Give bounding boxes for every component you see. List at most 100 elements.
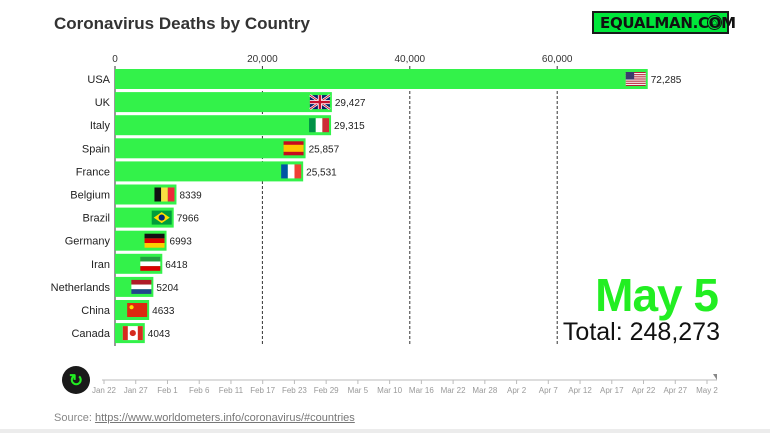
timeline-tick-label: Jan 27 [124, 386, 149, 395]
x-tick-label: 60,000 [542, 54, 573, 65]
timeline-tick-label: Apr 2 [507, 386, 527, 395]
category-label: Netherlands [51, 282, 111, 294]
flag-part [154, 187, 162, 202]
germany-flag-icon [144, 233, 165, 248]
flag-part [137, 326, 143, 341]
x-tick-label: 20,000 [247, 54, 278, 65]
equalman-logo[interactable]: EQUALMAN.COM ⌂ [592, 11, 736, 34]
category-label: UK [95, 97, 111, 109]
flag-part [144, 243, 165, 248]
flag-part [625, 72, 646, 74]
flag-part [167, 187, 175, 202]
flag-part [322, 118, 330, 133]
timeline-tick-label: Jan 22 [92, 386, 117, 395]
source-prefix: Source: [54, 412, 95, 424]
flag-part [131, 279, 152, 285]
timeline-tick-label: Feb 6 [189, 386, 210, 395]
canada-flag-icon [122, 326, 143, 341]
flag-part [625, 78, 646, 80]
flag-part [315, 118, 323, 133]
timeline-tick-label: May 2 [696, 386, 718, 395]
flag-part [129, 330, 136, 337]
flag-part [287, 164, 295, 179]
flag-part [144, 238, 165, 244]
timeline-tick-label: Apr 22 [632, 386, 656, 395]
uk-flag-icon [309, 94, 331, 111]
timeline-tick-label: Mar 22 [441, 386, 466, 395]
timeline-tick-label: Mar 10 [377, 386, 402, 395]
flag-part [131, 284, 152, 290]
bar-usa [115, 69, 648, 89]
france-flag-icon [281, 164, 302, 179]
category-label: USA [87, 74, 110, 86]
value-label: 29,315 [334, 121, 365, 132]
flag-part [309, 118, 316, 133]
china-flag-icon [127, 303, 148, 317]
flag-part [144, 233, 165, 239]
value-label: 4633 [152, 306, 175, 317]
timeline-scrubber[interactable]: Jan 22 Jan 27 Feb 1 Feb 6 Feb 11 Feb 17 Feb 23… [62, 366, 722, 396]
flag-part [625, 72, 635, 80]
total-deaths-label: Total: 248,273 [562, 318, 720, 346]
timeline-tick-label: Feb 29 [314, 386, 339, 395]
flag-part [140, 256, 161, 262]
flag-part [625, 76, 646, 78]
timeline-tick-label: Apr 17 [600, 386, 624, 395]
netherlands-flag-icon [131, 279, 152, 294]
flag-part [625, 80, 646, 82]
flag-part [127, 303, 148, 317]
bar-france [115, 161, 304, 182]
timeline-tick-label: Feb 23 [282, 386, 307, 395]
timeline-tick-label: Feb 17 [250, 386, 275, 395]
source-link[interactable]: https://www.worldometers.info/coronaviru… [94, 412, 355, 424]
value-label: 4043 [148, 329, 171, 340]
value-label: 29,427 [335, 98, 366, 109]
value-label: 25,531 [306, 167, 337, 178]
bar-italy [115, 115, 332, 136]
bar-chart: 0 20,000 40,000 60,000 USA 72,285 UK 29,427 Ital… [51, 54, 682, 346]
timeline-tick-label: Apr 27 [663, 386, 687, 395]
replay-button[interactable]: ↻ [62, 366, 90, 394]
timeline-tick-label: Mar 5 [348, 386, 369, 395]
bar-uk [115, 92, 332, 113]
value-label: 25,857 [309, 144, 340, 155]
current-date-label: May 5 [595, 269, 719, 321]
source-note: Source: https://www.worldometers.info/co… [54, 412, 355, 424]
timeline-tick-label: Apr 7 [539, 386, 559, 395]
category-label: China [81, 305, 111, 317]
iran-flag-icon [140, 256, 161, 271]
value-label: 72,285 [651, 75, 682, 86]
brazil-flag-icon [151, 210, 172, 225]
value-label: 5204 [156, 283, 179, 294]
flag-part [140, 266, 161, 271]
value-label: 7966 [177, 214, 200, 225]
category-label: France [76, 166, 110, 178]
timeline-tick-label: Feb 11 [219, 386, 244, 395]
category-label: Spain [82, 143, 110, 155]
flag-part [283, 144, 304, 152]
flag-part [625, 82, 646, 84]
italy-flag-icon [309, 118, 330, 133]
bar-spain [115, 138, 306, 159]
flag-part [122, 326, 128, 341]
flag-part [281, 164, 288, 179]
pin-shield-icon: ⌂ [707, 15, 722, 30]
timeline-tick-label: Apr 12 [568, 386, 592, 395]
bottom-divider [0, 429, 770, 433]
flag-part [131, 289, 152, 294]
flag-part [625, 74, 646, 76]
flag-part [161, 187, 168, 202]
category-label: Belgium [70, 190, 110, 202]
flag-part [129, 305, 134, 310]
us-flag-icon [625, 72, 646, 86]
value-label: 6418 [165, 260, 188, 271]
value-label: 8339 [179, 191, 202, 202]
category-label: Germany [65, 236, 111, 248]
x-tick-label: 0 [112, 54, 118, 65]
category-label: Italy [90, 120, 111, 132]
timeline-tick-label: Mar 28 [472, 386, 497, 395]
category-label: Brazil [82, 213, 110, 225]
belgium-flag-icon [154, 187, 175, 202]
category-label: Canada [71, 328, 110, 340]
flag-part [158, 214, 165, 221]
